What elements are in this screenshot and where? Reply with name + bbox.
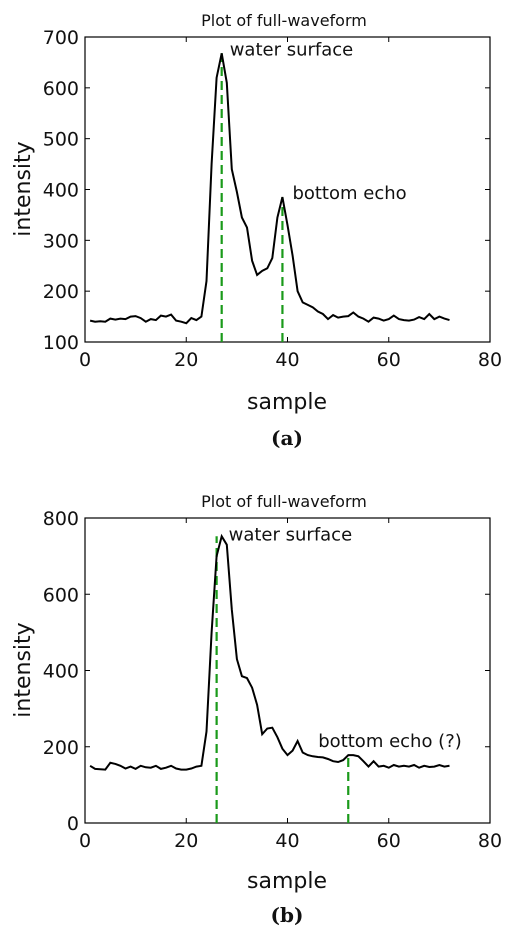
chart-b-xlabel: sample <box>247 869 327 894</box>
chart-b-y-ticks: 0 200 400 600 800 <box>43 508 490 835</box>
x-tick-label: 40 <box>275 830 299 852</box>
chart-a-caption: (a) <box>271 426 303 450</box>
x-tick-label: 0 <box>79 830 91 852</box>
y-tick-label: 200 <box>43 281 79 303</box>
y-tick-label: 600 <box>43 78 79 100</box>
chart-a-y-ticks: 100 200 300 400 500 600 700 <box>43 27 490 354</box>
y-tick-label: 400 <box>43 180 79 202</box>
y-tick-label: 700 <box>43 27 79 49</box>
y-tick-label: 300 <box>43 230 79 252</box>
echo-annotation: water surface <box>230 39 354 60</box>
chart-a: Plot of full-waveform 0 20 40 60 80 100 200 30… <box>11 11 502 450</box>
x-tick-label: 80 <box>478 830 502 852</box>
x-tick-label: 60 <box>377 830 401 852</box>
y-tick-label: 200 <box>43 737 79 759</box>
echo-annotation: bottom echo (?) <box>318 731 462 752</box>
x-tick-label: 60 <box>377 349 401 371</box>
y-tick-label: 500 <box>43 129 79 151</box>
chart-a-series-line <box>89 53 450 325</box>
chart-b-title: Plot of full-waveform <box>201 492 367 511</box>
y-tick-label: 800 <box>43 508 79 530</box>
chart-b-series-line <box>89 533 450 771</box>
y-tick-label: 400 <box>43 661 79 683</box>
chart-b-markers <box>215 536 350 823</box>
chart-b-axes-box <box>84 517 491 824</box>
chart-b-caption: (b) <box>271 903 304 927</box>
chart-b-ylabel: intensity <box>11 622 36 717</box>
chart-a-xlabel: sample <box>247 390 327 415</box>
x-tick-label: 40 <box>275 349 299 371</box>
chart-a-markers <box>220 53 284 342</box>
x-tick-label: 20 <box>174 349 198 371</box>
chart-a-axes-box <box>84 36 491 343</box>
echo-annotation: bottom echo <box>292 183 406 204</box>
chart-a-annotations: water surface bottom echo <box>230 39 407 204</box>
x-tick-label: 20 <box>174 830 198 852</box>
chart-a-ylabel: intensity <box>11 141 36 236</box>
chart-b-x-ticks: 0 20 40 60 80 <box>79 518 502 852</box>
chart-a-x-ticks: 0 20 40 60 80 <box>79 37 502 371</box>
echo-annotation: water surface <box>229 524 353 545</box>
chart-b: Plot of full-waveform 0 20 40 60 80 0 200 400 6… <box>11 492 502 927</box>
y-tick-label: 600 <box>43 584 79 606</box>
chart-a-title: Plot of full-waveform <box>201 11 367 30</box>
y-tick-label: 100 <box>43 332 79 354</box>
x-tick-label: 80 <box>478 349 502 371</box>
y-tick-label: 0 <box>67 813 79 835</box>
chart-b-annotations: water surface bottom echo (?) <box>229 524 462 752</box>
x-tick-label: 0 <box>79 349 91 371</box>
